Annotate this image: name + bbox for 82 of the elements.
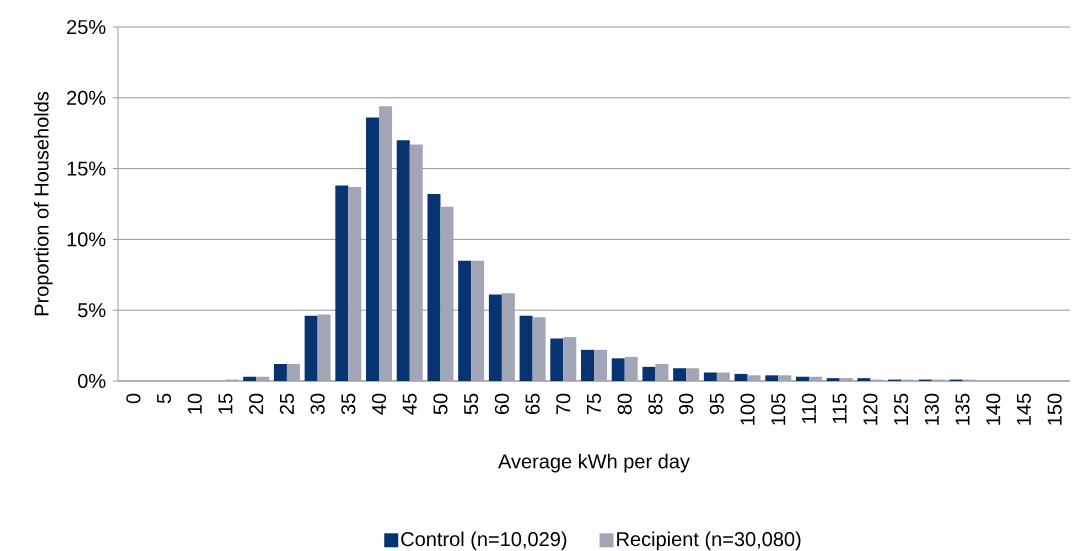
x-tick-label: 10 (187, 393, 202, 414)
x-tick-label: 140 (986, 393, 1001, 425)
x-tick-label: 85 (648, 393, 663, 415)
bar (747, 375, 761, 381)
x-tick-label: 80 (617, 393, 632, 415)
x-tick-label: 105 (771, 393, 786, 425)
bar (778, 375, 792, 381)
x-tick-label: 0 (126, 393, 141, 404)
x-tick-label: 110 (801, 393, 817, 424)
x-tick-label: 70 (556, 393, 571, 415)
y-tick-label: 25% (67, 19, 106, 35)
y-tick-label: 5% (78, 303, 106, 318)
bar (611, 358, 625, 381)
bar (765, 375, 779, 381)
x-tick-label: 20 (249, 393, 264, 415)
y-tick-label: 20% (67, 90, 106, 105)
bar (673, 368, 687, 381)
x-tick-label: 15 (218, 393, 233, 414)
bar (348, 187, 362, 381)
x-tick-label: 5 (157, 393, 172, 404)
bar (563, 337, 577, 381)
bar (624, 356, 638, 381)
bar (594, 349, 608, 381)
bar (808, 376, 822, 381)
bar (427, 194, 441, 381)
x-tick-label: 25 (279, 393, 294, 415)
bar (396, 140, 410, 381)
bar (655, 364, 669, 381)
bar (703, 372, 717, 381)
x-tick-label: 120 (863, 393, 878, 425)
bar (857, 378, 871, 381)
x-tick-label: 35 (341, 393, 356, 415)
bar (642, 366, 656, 381)
bar (458, 260, 472, 381)
x-tick-label: 150 (1047, 393, 1062, 425)
bar (286, 364, 300, 381)
x-tick-label: 75 (587, 393, 601, 415)
bar (519, 315, 533, 381)
legend-label: Control (n=10,029) (401, 531, 567, 551)
x-tick-label: 50 (433, 393, 448, 415)
y-axis-title: Proportion of Households (33, 91, 53, 316)
x-tick-label: 40 (371, 393, 387, 415)
bar (581, 349, 594, 381)
bar (471, 260, 485, 381)
bar (488, 294, 502, 381)
bar (440, 206, 454, 381)
x-tick-label: 60 (494, 393, 509, 415)
bar (826, 378, 840, 381)
x-tick-label: 90 (679, 393, 694, 415)
x-tick-label: 145 (1016, 393, 1031, 425)
bar (716, 372, 730, 381)
x-tick-label: 95 (709, 393, 724, 415)
bar (550, 338, 564, 381)
x-tick-label: 125 (894, 393, 909, 425)
bar (256, 376, 270, 381)
x-tick-label: 115 (832, 393, 847, 424)
bar (366, 117, 380, 381)
bar (304, 315, 318, 381)
y-tick-label: 10% (67, 232, 106, 247)
bar (532, 317, 546, 381)
x-axis-title: Average kWh per day (498, 453, 690, 473)
bar (379, 106, 393, 381)
bar (317, 314, 331, 381)
y-tick-label: 15% (67, 161, 106, 176)
x-tick-label: 45 (402, 393, 417, 415)
bar (243, 376, 257, 381)
x-tick-label: 30 (310, 393, 325, 415)
x-tick-label: 135 (955, 393, 970, 425)
bar (501, 293, 515, 381)
x-tick-label: 100 (740, 393, 755, 425)
bar (273, 364, 287, 381)
x-tick-label: 55 (464, 393, 479, 415)
bar (335, 185, 349, 381)
y-tick-label: 0% (78, 373, 106, 389)
bar (839, 378, 853, 381)
bar (795, 376, 809, 381)
bar (409, 144, 423, 381)
x-tick-label: 130 (924, 393, 939, 425)
bar (686, 368, 700, 381)
bar (734, 373, 748, 381)
x-tick-label: 65 (525, 393, 540, 415)
legend-label: Recipient (n=30,080) (617, 531, 801, 551)
